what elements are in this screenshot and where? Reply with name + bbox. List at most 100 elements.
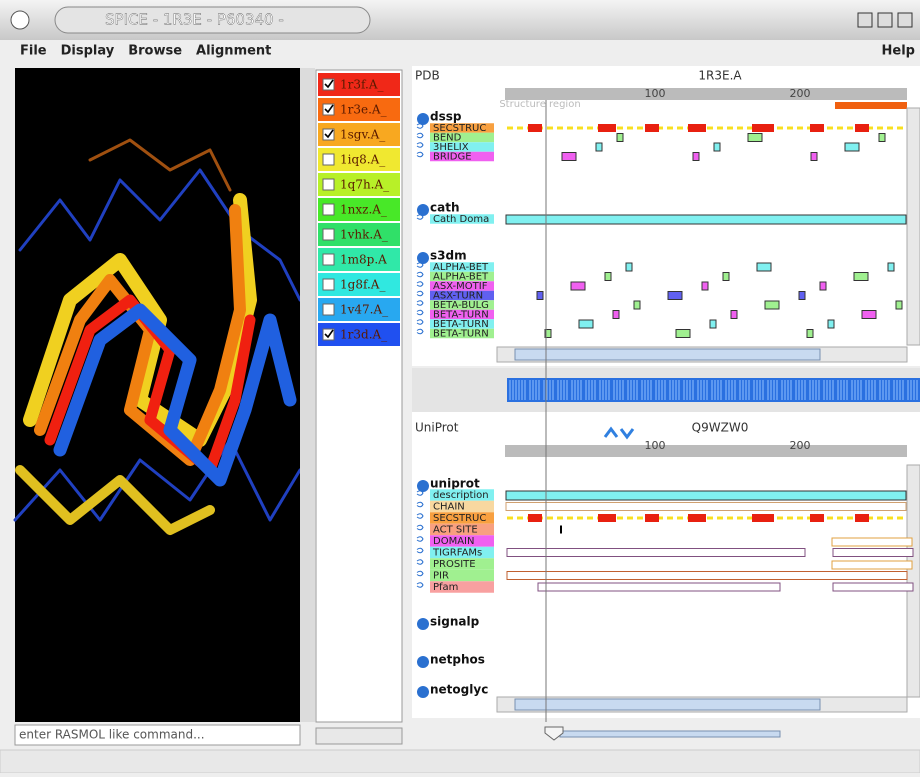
checkbox[interactable] [323,279,334,290]
pdb-hscroll-thumb[interactable] [515,349,820,360]
checkbox[interactable] [323,254,334,265]
structure-label: 1g8f.A_ [340,278,385,292]
feature [807,330,813,338]
feature [832,561,912,569]
checkbox[interactable] [323,204,334,215]
pdb-vscroll[interactable] [907,108,920,345]
menu-item[interactable]: Browse [128,44,182,59]
feature [617,134,623,142]
ruler-label: 100 [645,439,666,452]
feature [862,311,876,319]
panel-source: PDB [415,69,440,83]
feature [645,514,659,522]
region-label: Structure region [499,99,580,110]
window-menu-button[interactable] [11,11,29,29]
feature [688,514,706,522]
group-icon[interactable] [417,656,429,668]
page: SPICE - 1R3E - P60340 - File Display Brows… [0,0,920,773]
feature [693,153,699,161]
uniprot-ruler [505,445,907,457]
track-label: SECSTRUC [433,513,486,524]
menu-item[interactable]: File [20,44,47,59]
structure-label: 1q7h.A_ [340,178,389,192]
feature [811,153,817,161]
track-label: description [433,490,489,501]
feature [537,292,543,300]
panel-accession: 1R3E.A [698,69,742,83]
checkbox[interactable] [323,304,334,315]
feature [507,549,805,557]
group-name: netoglyc [430,683,488,697]
feature [613,311,619,319]
checkbox[interactable] [323,154,334,165]
ruler-label: 200 [790,87,811,100]
group-name: s3dm [430,249,467,263]
feature [596,143,602,151]
panel-source: UniProt [415,421,459,435]
feature [855,514,869,522]
feature [702,282,708,290]
feature [896,301,902,309]
group-name: signalp [430,615,480,629]
feature [765,301,779,309]
feature [833,549,913,557]
structure-label: 1r3f.A_ [340,78,384,92]
feature [506,215,906,224]
feature [723,273,729,281]
list-scrollbar[interactable] [316,728,402,744]
structure-label: 1r3d.A_ [340,328,387,342]
group-icon[interactable] [417,252,429,264]
track-label: DOMAIN [433,536,474,547]
structure-label: 1v47.A_ [340,303,388,317]
feature [714,143,720,151]
maximize-button[interactable] [878,13,892,27]
feature [528,514,542,522]
feature [820,282,826,290]
menu-item[interactable]: Alignment [196,44,271,59]
menu-item[interactable]: Help [882,44,915,59]
command-placeholder: enter RASMOL like command... [19,728,205,742]
feature [748,134,762,142]
feature [507,572,907,580]
feature [626,263,632,271]
feature [854,273,868,281]
window-title: SPICE - 1R3E - P60340 - [105,11,284,29]
feature [538,583,780,591]
group-icon[interactable] [417,686,429,698]
uniprot-vscroll[interactable] [907,465,920,697]
feature [731,311,737,319]
track-label: CHAIN [433,502,465,513]
checkbox[interactable] [323,229,334,240]
checkbox[interactable] [323,179,334,190]
ruler-label: 200 [790,439,811,452]
feature [579,320,593,328]
feature [752,124,774,132]
feature [528,124,542,132]
group-icon[interactable] [417,204,429,216]
uniprot-hscroll-thumb[interactable] [515,699,820,710]
feature [757,263,771,271]
track-label: PROSITE [433,559,476,570]
feature [855,124,869,132]
feature [833,583,913,591]
feature [688,124,706,132]
feature [668,292,682,300]
group-name: netphos [430,653,485,667]
group-icon[interactable] [417,113,429,125]
menu-item[interactable]: Display [61,44,115,59]
spice-window: SPICE - 1R3E - P60340 - File Display Brows… [0,0,920,773]
track-label: PIR [433,571,449,582]
feature [810,514,824,522]
feature [645,124,659,132]
splitter[interactable] [300,68,315,722]
minimize-button[interactable] [858,13,872,27]
group-name: uniprot [430,477,480,491]
feature [598,514,616,522]
structure-region-bar [835,102,907,109]
structure-label: 1nxz.A_ [340,203,387,217]
feature [752,514,774,522]
zoom-slider[interactable] [560,731,780,737]
close-button[interactable] [898,13,912,27]
group-icon[interactable] [417,618,429,630]
group-icon[interactable] [417,480,429,492]
